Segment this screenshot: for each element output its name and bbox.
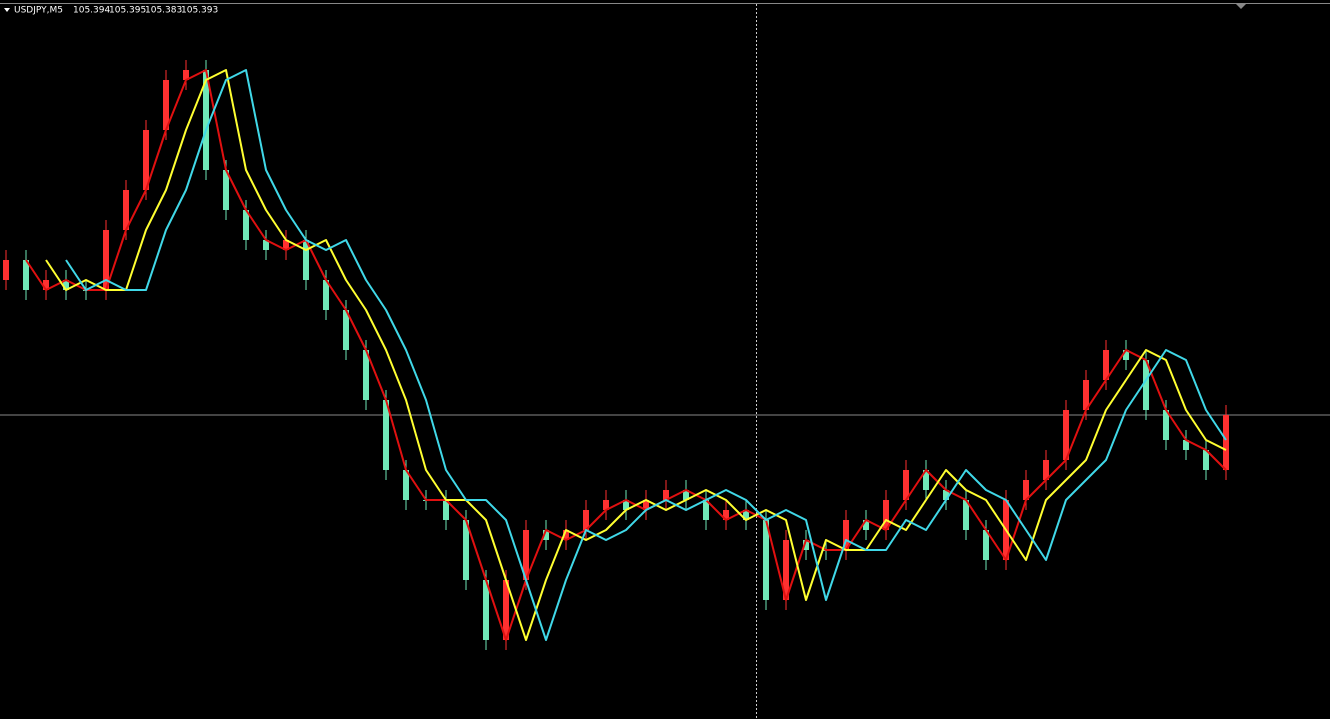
candle-body — [1023, 480, 1029, 500]
candle-body — [3, 260, 9, 280]
candle-body — [943, 490, 949, 500]
candle-body — [763, 520, 769, 600]
candle-body — [263, 240, 269, 250]
candle-body — [703, 500, 709, 520]
plot — [0, 60, 1330, 650]
candle-body — [723, 510, 729, 520]
candle-body — [23, 260, 29, 290]
candle-body — [443, 500, 449, 520]
candle-body — [1203, 450, 1209, 470]
candle-body — [963, 500, 969, 530]
symbol: USDJPY,M5 — [14, 6, 63, 16]
candle-body — [523, 530, 529, 580]
candle-body — [543, 530, 549, 540]
candle-body — [1083, 380, 1089, 410]
candle-body — [343, 310, 349, 350]
candle-body — [283, 240, 289, 250]
candle-body — [983, 530, 989, 560]
candle-body — [863, 520, 869, 530]
moving-average — [65, 69, 1227, 641]
candle-body — [1163, 410, 1169, 440]
candle-body — [243, 210, 249, 240]
candle-body — [123, 190, 129, 230]
scroll-marker — [1236, 4, 1246, 9]
candle-body — [143, 130, 149, 190]
candle-body — [43, 280, 49, 290]
candle-body — [663, 490, 669, 500]
candle-body — [483, 580, 489, 640]
candle-body — [1123, 350, 1129, 360]
candle-body — [383, 400, 389, 470]
menu-arrow[interactable] — [4, 8, 10, 12]
candle-body — [1143, 360, 1149, 410]
candle-body — [743, 510, 749, 520]
candle-body — [323, 280, 329, 310]
candle-body — [183, 70, 189, 80]
candle-body — [1223, 415, 1229, 470]
candle-body — [223, 170, 229, 210]
candle-body — [103, 230, 109, 290]
candle-body — [1063, 410, 1069, 460]
candle-body — [603, 500, 609, 510]
candle-body — [883, 500, 889, 530]
candle-body — [303, 240, 309, 280]
candle-body — [783, 540, 789, 600]
candle-body — [1103, 350, 1109, 380]
quote-high: 105.395 — [109, 6, 146, 16]
candle-body — [203, 70, 209, 170]
candle-body — [463, 520, 469, 580]
candle-body — [403, 470, 409, 500]
moving-average — [45, 69, 1227, 641]
candle-body — [363, 350, 369, 400]
candle-body — [903, 470, 909, 500]
candle-body — [923, 470, 929, 490]
candle-body — [563, 530, 569, 540]
quote-close: 105.393 — [181, 6, 218, 16]
candle-body — [623, 500, 629, 510]
candle-body — [503, 580, 509, 640]
candle-body — [63, 280, 69, 290]
header: USDJPY,M5 105.394 105.395 105.383 105.39… — [14, 6, 218, 16]
quote-low: 105.383 — [145, 6, 182, 16]
candle-body — [643, 500, 649, 510]
candle-body — [583, 510, 589, 530]
moving-average — [25, 69, 1227, 641]
quote-open: 105.394 — [73, 6, 110, 16]
candle-body — [843, 520, 849, 550]
candle-body — [1043, 460, 1049, 480]
candle-body — [683, 490, 689, 500]
candle-body — [163, 80, 169, 130]
candle-body — [1183, 440, 1189, 450]
candle-body — [803, 540, 809, 550]
